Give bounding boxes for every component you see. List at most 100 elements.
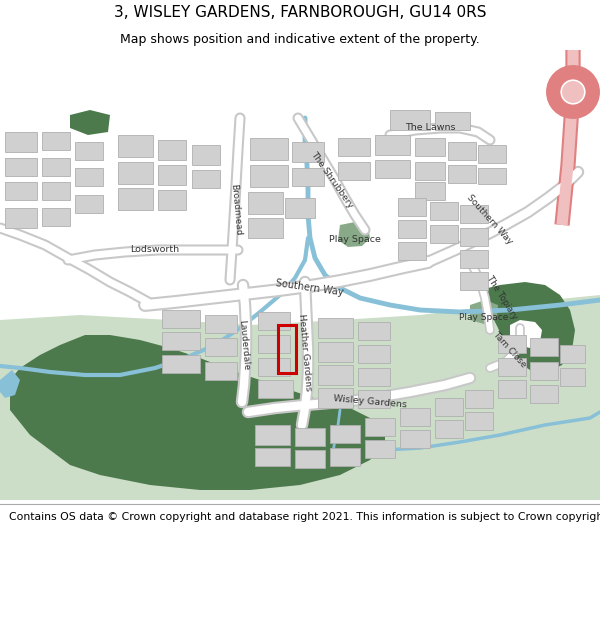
- Bar: [330, 425, 360, 443]
- Polygon shape: [10, 335, 385, 490]
- Bar: [358, 345, 390, 363]
- Bar: [375, 160, 410, 178]
- Bar: [460, 205, 488, 223]
- Bar: [435, 112, 470, 130]
- Text: Southern Way: Southern Way: [466, 194, 515, 246]
- Bar: [415, 138, 445, 156]
- Bar: [430, 202, 458, 220]
- Bar: [460, 228, 488, 246]
- Bar: [318, 388, 353, 408]
- Text: Contains OS data © Crown copyright and database right 2021. This information is : Contains OS data © Crown copyright and d…: [9, 512, 600, 522]
- Text: The Topiary: The Topiary: [485, 274, 519, 321]
- Text: Lodsworth: Lodsworth: [130, 246, 179, 254]
- Bar: [42, 132, 70, 150]
- Bar: [365, 418, 395, 436]
- Text: Broadmead: Broadmead: [229, 184, 243, 236]
- Bar: [430, 225, 458, 243]
- Text: Heather Gardens: Heather Gardens: [297, 313, 313, 391]
- Bar: [398, 198, 426, 216]
- Bar: [258, 358, 290, 376]
- Bar: [258, 312, 290, 330]
- Bar: [530, 362, 558, 380]
- Bar: [465, 412, 493, 430]
- Bar: [295, 428, 325, 446]
- Bar: [255, 425, 290, 445]
- Bar: [330, 448, 360, 466]
- Polygon shape: [510, 320, 542, 348]
- Bar: [358, 322, 390, 340]
- Bar: [400, 408, 430, 426]
- Bar: [5, 132, 37, 152]
- Bar: [498, 358, 526, 376]
- Bar: [205, 362, 237, 380]
- Bar: [250, 138, 288, 160]
- Bar: [158, 165, 186, 185]
- Bar: [205, 338, 237, 356]
- Bar: [295, 450, 325, 468]
- Bar: [248, 192, 283, 214]
- Bar: [158, 190, 186, 210]
- Text: Play Space: Play Space: [460, 314, 509, 322]
- Polygon shape: [480, 282, 575, 372]
- Bar: [415, 182, 445, 200]
- Bar: [400, 430, 430, 448]
- Bar: [162, 355, 200, 373]
- Bar: [5, 158, 37, 176]
- Text: Lauderdale: Lauderdale: [238, 319, 251, 371]
- Bar: [318, 365, 353, 385]
- Bar: [75, 142, 103, 160]
- Bar: [530, 338, 558, 356]
- Bar: [162, 332, 200, 350]
- Bar: [338, 162, 370, 180]
- Bar: [192, 170, 220, 188]
- Bar: [255, 448, 290, 466]
- Bar: [398, 220, 426, 238]
- Polygon shape: [70, 110, 110, 135]
- Bar: [478, 168, 506, 184]
- Bar: [358, 390, 390, 408]
- Bar: [42, 208, 70, 226]
- Text: Map shows position and indicative extent of the property.: Map shows position and indicative extent…: [120, 32, 480, 46]
- Bar: [75, 195, 103, 213]
- Bar: [158, 140, 186, 160]
- Circle shape: [559, 78, 587, 106]
- Text: The Lawns: The Lawns: [405, 124, 455, 132]
- Bar: [460, 272, 488, 290]
- Bar: [292, 142, 324, 162]
- Bar: [285, 198, 315, 218]
- Bar: [375, 135, 410, 155]
- Bar: [390, 110, 430, 130]
- Bar: [560, 345, 585, 363]
- Bar: [5, 208, 37, 228]
- Bar: [42, 158, 70, 176]
- Bar: [435, 398, 463, 416]
- Bar: [75, 168, 103, 186]
- Bar: [338, 138, 370, 156]
- Bar: [258, 335, 290, 353]
- Bar: [435, 420, 463, 438]
- Bar: [162, 310, 200, 328]
- Bar: [530, 385, 558, 403]
- Bar: [192, 145, 220, 165]
- Text: Southern Way: Southern Way: [275, 278, 344, 298]
- Bar: [560, 368, 585, 386]
- Bar: [42, 182, 70, 200]
- Bar: [250, 165, 288, 187]
- Polygon shape: [0, 295, 600, 500]
- Bar: [478, 145, 506, 163]
- Bar: [118, 162, 153, 184]
- Polygon shape: [470, 300, 498, 324]
- Text: Tarn Close: Tarn Close: [492, 331, 528, 369]
- Polygon shape: [338, 222, 370, 247]
- Circle shape: [553, 72, 593, 112]
- Bar: [448, 142, 476, 160]
- Bar: [118, 188, 153, 210]
- Bar: [278, 325, 296, 373]
- Bar: [465, 390, 493, 408]
- Bar: [118, 135, 153, 157]
- Bar: [448, 165, 476, 183]
- Bar: [318, 342, 353, 362]
- Bar: [498, 335, 526, 353]
- Text: 3, WISLEY GARDENS, FARNBOROUGH, GU14 0RS: 3, WISLEY GARDENS, FARNBOROUGH, GU14 0RS: [114, 5, 486, 20]
- Bar: [292, 168, 324, 186]
